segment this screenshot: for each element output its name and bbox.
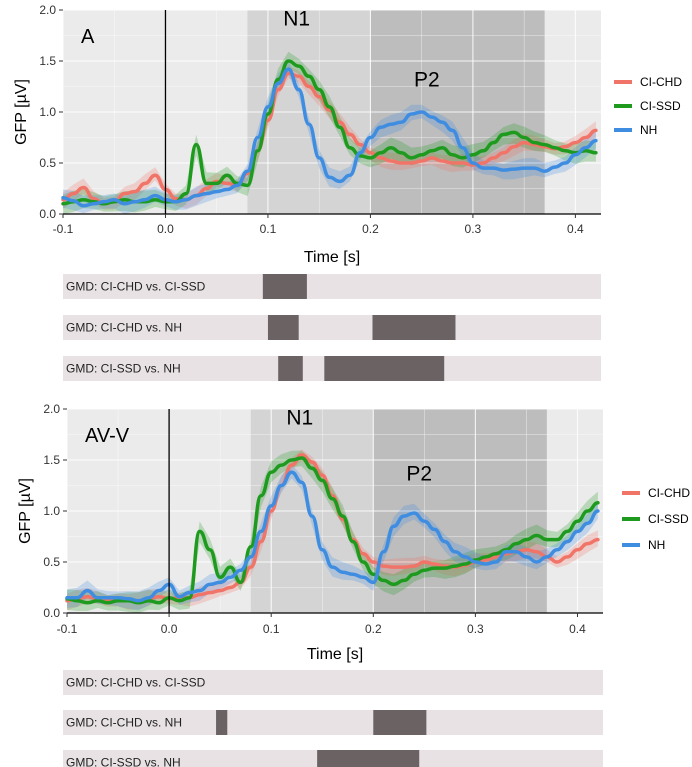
x-axis-label: Time [s] [304, 249, 360, 266]
y-axis-label: GFP [µV] [13, 79, 30, 145]
legend-label-ci-chd: CI-CHD [640, 75, 682, 89]
legend-label-ci-chd: CI-CHD [648, 486, 690, 500]
y-tick-label: 1.5 [43, 453, 60, 467]
y-tick-label: 2.0 [39, 3, 56, 17]
gmd-label: GMD: CI-CHD vs. NH [66, 716, 182, 730]
y-tick-label: 0.0 [39, 207, 56, 221]
y-tick-label: 1.5 [39, 54, 56, 68]
series-line-ci-ssd [65, 456, 600, 605]
x-tick-label: 0.2 [362, 222, 379, 236]
y-tick-label: 1.0 [43, 504, 60, 518]
peak-label-p2: P2 [406, 462, 432, 485]
x-tick-label: 0.4 [567, 222, 584, 236]
gmd-tracks: GMD: CI-CHD vs. CI-SSD GMD: CI-CHD vs. NH… [63, 274, 601, 381]
gmd-tracks: GMD: CI-CHD vs. CI-SSD GMD: CI-CHD vs. NH… [63, 670, 603, 767]
gmd-significant-segment [372, 315, 456, 340]
x-tick-label: -0.1 [53, 222, 74, 236]
x-tick-label: 0.0 [161, 622, 178, 636]
gmd-label: GMD: CI-SSD vs. NH [66, 756, 181, 767]
gmd-track [63, 670, 603, 695]
panel-label: AV-V [85, 425, 130, 447]
gmd-significant-segment [317, 750, 420, 767]
peak-label-n1: N1 [286, 406, 313, 429]
x-tick-label: 0.1 [260, 222, 277, 236]
legend-label-nh: NH [648, 538, 665, 552]
legend-label-nh: NH [640, 123, 657, 137]
gmd-significant-segment [267, 315, 299, 340]
legend: CI-CHD CI-SSD NH [614, 75, 682, 137]
series-line-nh [65, 470, 600, 603]
x-tick-label: 0.1 [263, 622, 280, 636]
series-line-ci-ssd [61, 59, 598, 206]
ci-band-ci-ssd [63, 51, 596, 214]
x-axis-label: Time [s] [307, 646, 363, 663]
legend-label-ci-ssd: CI-SSD [648, 512, 689, 526]
gmd-track [63, 710, 603, 735]
y-tick-label: 0.0 [43, 606, 60, 620]
x-tick-label: 0.4 [569, 622, 586, 636]
legend-label-ci-ssd: CI-SSD [640, 99, 681, 113]
ci-band-nh [67, 464, 598, 611]
peak-label-n1: N1 [283, 7, 310, 30]
gmd-significant-segment [373, 710, 427, 735]
gmd-significant-segment [278, 356, 303, 381]
gmd-label: GMD: CI-CHD vs. CI-SSD [66, 280, 206, 294]
ci-band-ci-ssd [67, 450, 598, 613]
series-line-nh [61, 67, 598, 208]
gmd-track [63, 315, 601, 340]
legend: CI-CHD CI-SSD NH [622, 486, 690, 552]
gmd-label: GMD: CI-SSD vs. NH [66, 362, 181, 376]
ci-band-ci-chd [67, 449, 598, 610]
chart-panel-2: 0.0 0.5 1.0 1.5 2.0 -0.1 0.0 0.1 0.2 0.3 0.4 Time [… [17, 402, 603, 663]
y-axis-label: GFP [µV] [17, 478, 34, 544]
gmd-significant-segment [324, 356, 445, 381]
panel-label: A [81, 26, 95, 48]
gmd-track [63, 274, 601, 299]
y-tick-label: 1.0 [39, 105, 56, 119]
series-line-ci-chd [61, 71, 598, 206]
x-tick-label: 0.3 [465, 222, 482, 236]
gmd-significant-segment [216, 710, 228, 735]
y-tick-label: 2.0 [43, 402, 60, 416]
x-tick-label: 0.0 [157, 222, 174, 236]
ci-band-ci-chd [63, 66, 596, 210]
x-tick-label: 0.2 [365, 622, 382, 636]
y-tick-label: 0.5 [43, 555, 60, 569]
gmd-label: GMD: CI-CHD vs. NH [66, 321, 182, 335]
x-tick-label: 0.3 [467, 622, 484, 636]
x-tick-label: -0.1 [57, 622, 78, 636]
gmd-significant-segment [262, 274, 307, 299]
y-tick-label: 0.5 [39, 156, 56, 170]
gmd-label: GMD: CI-CHD vs. CI-SSD [66, 676, 206, 690]
peak-label-p2: P2 [414, 69, 440, 92]
